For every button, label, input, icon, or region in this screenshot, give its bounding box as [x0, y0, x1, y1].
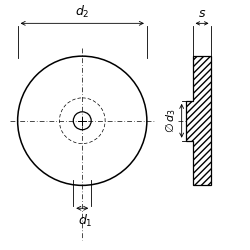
Text: $d_2$: $d_2$ — [75, 4, 90, 20]
Polygon shape — [186, 56, 212, 186]
Text: $s$: $s$ — [198, 7, 206, 20]
Text: $\varnothing\,d_3$: $\varnothing\,d_3$ — [164, 108, 178, 133]
Text: $d_1$: $d_1$ — [78, 213, 92, 229]
